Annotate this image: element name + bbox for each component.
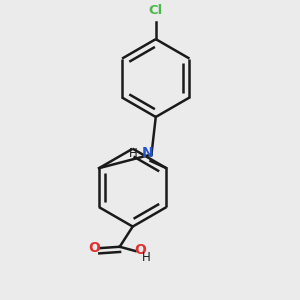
Text: H: H (129, 146, 138, 160)
Text: O: O (88, 241, 100, 255)
Text: Cl: Cl (148, 4, 163, 17)
Text: N: N (142, 146, 154, 160)
Text: O: O (134, 243, 146, 256)
Text: H: H (142, 251, 151, 264)
